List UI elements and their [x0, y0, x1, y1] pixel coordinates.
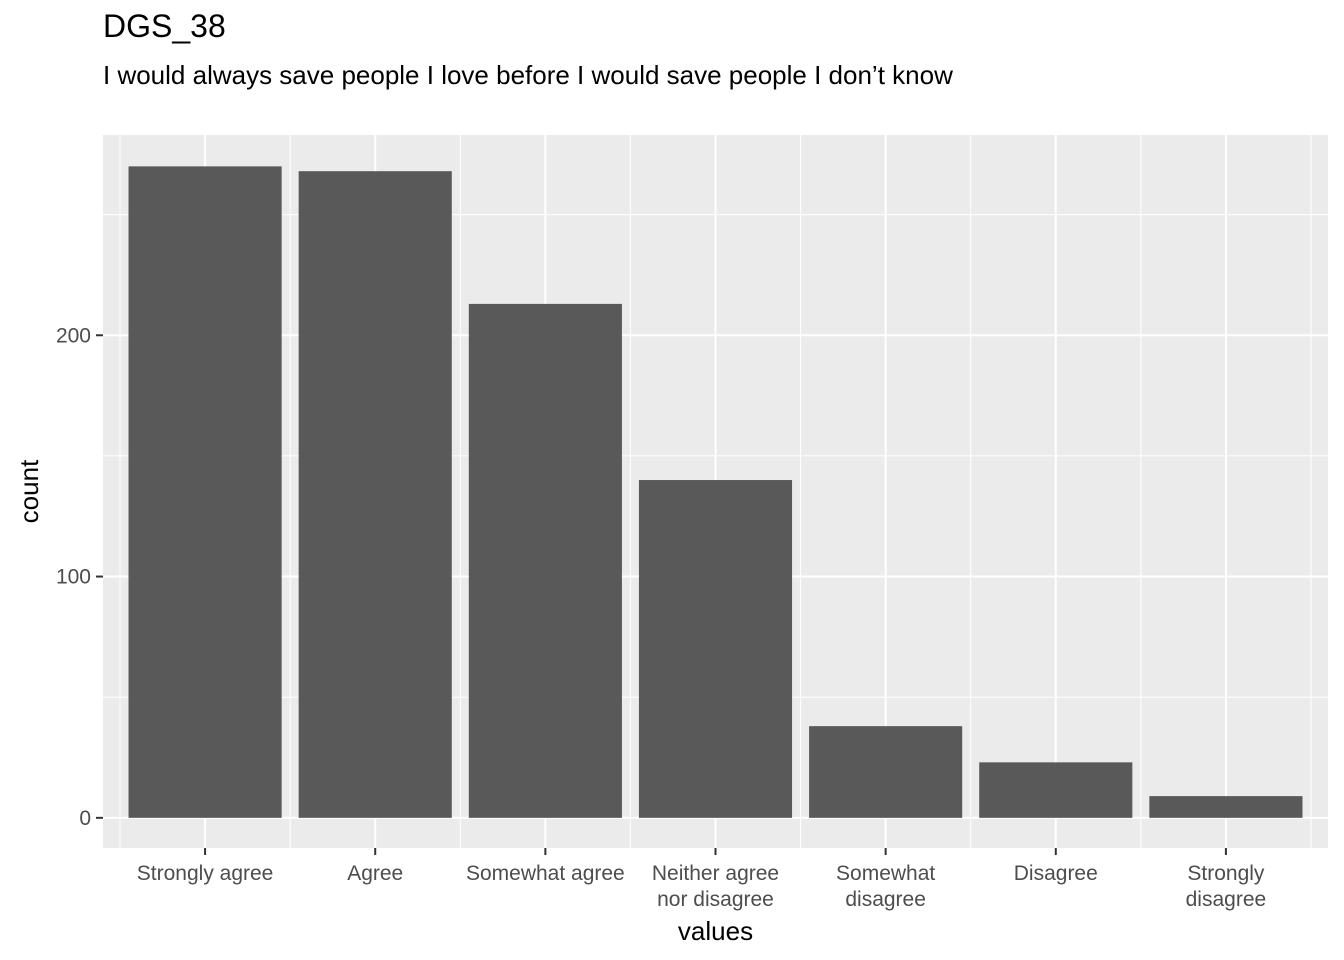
x-tick-label: Disagree [1014, 862, 1098, 885]
x-axis: Strongly agree Agree Somewhat agree Neither… [137, 848, 1266, 911]
chart-title: DGS_38 [103, 8, 226, 44]
x-tick-label-line: Somewhat [836, 862, 935, 885]
x-tick-label-line: disagree [845, 888, 926, 911]
bar [979, 762, 1133, 818]
bars [128, 166, 1303, 818]
x-tick-label: Somewhat agree [466, 862, 625, 885]
bar [128, 166, 282, 818]
x-tick-label: Neither agree nor disagree [652, 862, 779, 911]
x-tick-label-line: disagree [1186, 888, 1267, 911]
bar [809, 726, 963, 818]
bar [468, 303, 622, 818]
x-tick-label: Strongly disagree [1186, 862, 1267, 911]
x-tick-label-line: Strongly agree [137, 862, 274, 885]
y-tick-label: 0 [79, 807, 91, 830]
bar [298, 171, 452, 818]
x-tick-label: Somewhat disagree [836, 862, 935, 911]
x-tick-label-line: Disagree [1014, 862, 1098, 885]
x-tick-label-line: Neither agree [652, 862, 779, 885]
x-axis-title: values [678, 916, 753, 946]
y-tick-label: 200 [56, 324, 91, 347]
x-tick-label: Agree [347, 862, 403, 885]
chart-subtitle: I would always save people I love before… [103, 60, 953, 90]
x-tick-label: Strongly agree [137, 862, 274, 885]
bar [1149, 796, 1303, 818]
x-tick-label-line: Strongly [1187, 862, 1265, 885]
y-axis: 0 100 200 [56, 324, 103, 830]
bar [638, 480, 793, 818]
y-tick-label: 100 [56, 566, 91, 589]
y-axis-title: count [14, 459, 44, 523]
x-tick-label-line: Agree [347, 862, 403, 885]
x-tick-label-line: nor disagree [657, 888, 774, 911]
x-tick-label-line: Somewhat agree [466, 862, 625, 885]
